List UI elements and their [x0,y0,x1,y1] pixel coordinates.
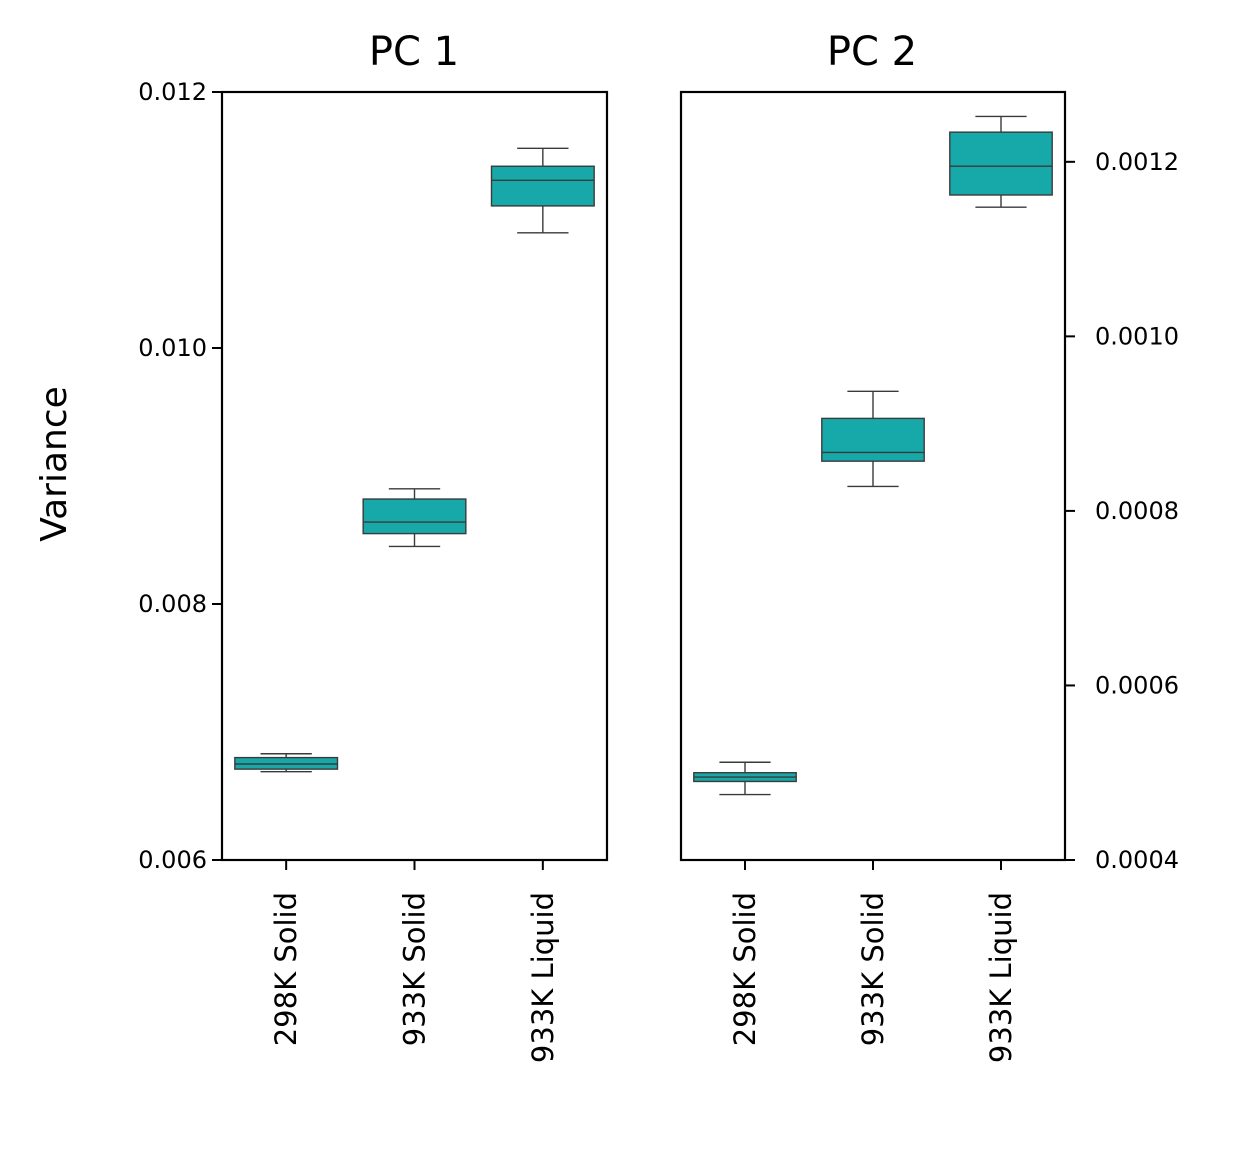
panel-title: PC 1 [369,29,459,75]
box-body [949,131,1053,196]
box-0 [693,761,797,796]
box-0 [234,753,339,773]
x-tick-label: 933K Liquid [984,892,1018,1063]
box-body [490,165,595,207]
box-body [821,417,925,462]
box-body [362,498,467,535]
box-2 [949,115,1053,208]
x-tick-label: 298K Solid [269,892,303,1046]
y-tick-label: 0.0008 [1095,497,1179,525]
panel-pc2: PC 2 0.0004 0.0006 0.0008 0.0010 0.0012 298K … [679,29,1179,1063]
plot-frame [679,90,1067,862]
x-tick-label: 298K Solid [728,892,762,1046]
x-tick-label: 933K Solid [856,892,890,1046]
x-tick-label: 933K Solid [398,892,432,1046]
y-tick-label: 0.0012 [1095,148,1179,176]
panel-title: PC 2 [827,29,917,75]
plot-frame [220,90,609,862]
y-tick-label: 0.006 [138,846,207,874]
panel-pc1: PC 1 0.006 0.008 0.010 0.012 298K Solid 933K … [138,29,609,1063]
y-tick-label: 0.012 [138,78,207,106]
y-tick-label: 0.008 [138,590,207,618]
y-tick-label: 0.0006 [1095,671,1179,699]
y-tick-label: 0.010 [138,334,207,362]
y-tick-label: 0.0010 [1095,322,1179,350]
y-tick-label: 0.0004 [1095,846,1179,874]
x-tick-label: 933K Liquid [526,892,560,1063]
box-1 [362,488,467,548]
y-axis-label: Variance [34,386,75,542]
box-2 [490,147,595,234]
box-1 [821,390,925,488]
